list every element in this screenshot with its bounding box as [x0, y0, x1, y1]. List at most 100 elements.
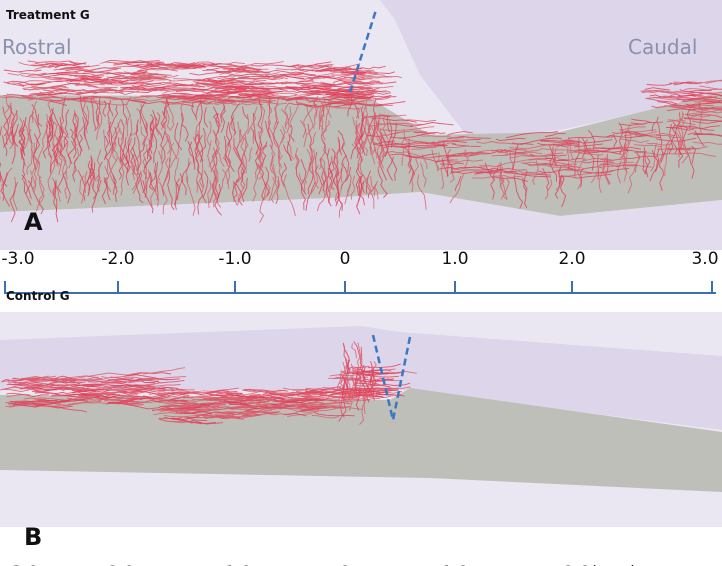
fiber	[578, 152, 604, 156]
fiber	[42, 73, 70, 75]
fiber	[79, 398, 123, 402]
fiber	[313, 411, 355, 417]
fiber	[593, 146, 641, 150]
fiber	[243, 137, 249, 174]
fiber	[618, 122, 623, 155]
fiber	[163, 89, 209, 94]
fiber	[82, 117, 90, 150]
fiber	[384, 120, 393, 157]
fiber	[90, 155, 96, 182]
fiber	[59, 114, 64, 150]
fiber	[36, 176, 45, 212]
fiber	[209, 393, 239, 396]
fiber	[174, 63, 221, 68]
fiber	[4, 96, 10, 114]
fiber	[386, 115, 391, 133]
fiber	[344, 380, 349, 401]
fiber	[651, 116, 659, 132]
fiber	[159, 181, 168, 215]
fiber	[499, 166, 504, 190]
fiber	[291, 68, 314, 72]
fiber	[282, 144, 292, 161]
fiber	[359, 175, 365, 193]
fiber	[73, 393, 116, 398]
fiber	[449, 165, 455, 183]
fiber	[335, 156, 339, 177]
fiber	[667, 119, 686, 123]
fiber	[48, 116, 54, 149]
fiber	[83, 384, 125, 387]
fiber	[6, 104, 12, 145]
fiber	[124, 142, 130, 158]
fiber	[53, 132, 62, 154]
fiber	[250, 89, 284, 93]
panel-title: Control G	[6, 289, 70, 303]
fiber	[355, 389, 361, 411]
fiber	[36, 90, 83, 97]
fiber	[63, 109, 70, 147]
fiber	[649, 94, 694, 100]
fiber	[248, 410, 281, 413]
fiber	[227, 96, 252, 99]
fiber	[67, 140, 76, 164]
fiber	[72, 147, 80, 176]
fiber	[160, 130, 166, 164]
fiber	[87, 371, 143, 377]
fiber	[79, 175, 85, 204]
fiber	[529, 153, 567, 157]
fiber	[239, 69, 277, 74]
fiber	[0, 162, 8, 187]
fiber	[231, 73, 270, 79]
fiber	[180, 161, 191, 183]
fiber	[491, 153, 524, 157]
fiber	[3, 95, 33, 99]
fiber	[244, 401, 266, 405]
fiber	[64, 388, 89, 391]
fiber	[92, 98, 103, 126]
fiber	[292, 63, 334, 69]
fiber	[401, 119, 437, 122]
fiber	[130, 82, 172, 85]
fiber	[357, 158, 363, 190]
fiber	[366, 368, 374, 392]
fiber	[303, 129, 308, 148]
fiber	[376, 117, 385, 158]
fiber	[283, 412, 307, 417]
fiber	[270, 399, 300, 405]
fiber	[111, 128, 121, 154]
axis-label: 2.0(mm)	[563, 563, 636, 566]
fiber	[226, 121, 231, 149]
fiber	[219, 103, 263, 106]
panel-letter: A	[24, 208, 43, 236]
fiber	[104, 88, 152, 92]
fiber	[419, 162, 427, 187]
panel-title: Treatment G	[6, 8, 90, 22]
fiber	[18, 123, 24, 154]
fiber	[171, 388, 195, 392]
fiber	[347, 365, 370, 370]
fiber	[93, 90, 140, 95]
fiber	[23, 397, 46, 401]
fiber	[620, 138, 649, 143]
fiber	[288, 102, 317, 107]
fiber	[2, 135, 8, 157]
fiber	[581, 139, 589, 159]
fiber	[495, 137, 526, 142]
fiber	[443, 154, 473, 159]
fiber	[357, 94, 392, 98]
fiber	[446, 159, 484, 163]
fiber	[37, 383, 60, 388]
fiber	[120, 98, 127, 126]
fiber	[476, 141, 522, 146]
fiber	[683, 140, 695, 179]
fiber	[671, 106, 722, 111]
fiber	[239, 409, 276, 415]
fiber	[180, 403, 210, 408]
fiber	[693, 133, 722, 137]
fiber	[624, 129, 629, 153]
fiber	[377, 169, 388, 199]
fiber	[201, 79, 256, 83]
fiber	[522, 148, 570, 153]
fiber	[678, 110, 684, 149]
fiber	[360, 364, 365, 382]
